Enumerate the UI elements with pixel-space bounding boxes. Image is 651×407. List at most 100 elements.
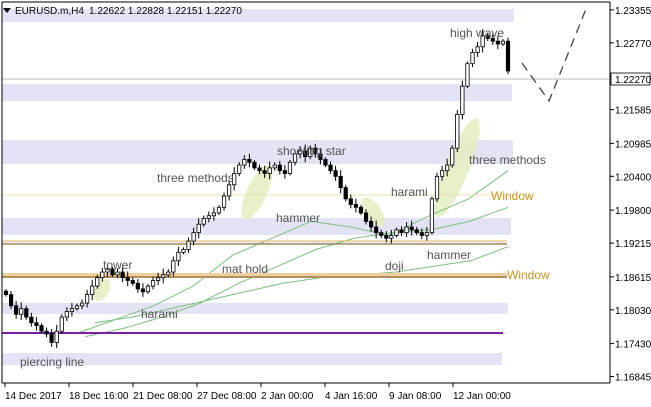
price-tick-label: 1.22770	[615, 39, 651, 50]
price-tick-label: 1.20985	[615, 139, 651, 150]
candle-body	[8, 294, 14, 307]
window-gap	[2, 273, 507, 278]
zone-band	[2, 303, 508, 314]
highlight-shape	[241, 164, 273, 220]
candle-body	[125, 277, 130, 281]
candle-body	[140, 288, 146, 293]
candle-body	[186, 240, 191, 250]
highlight-shape	[434, 118, 480, 218]
candle-body	[95, 277, 100, 287]
annotation-label: high wave	[450, 26, 504, 40]
ohlc-values: 1.22622 1.22828 1.22151 1.22270	[89, 6, 242, 17]
time-tick-label: 9 Jan 08:00	[389, 391, 442, 402]
candle-body	[368, 220, 374, 228]
candle-body	[282, 170, 287, 174]
candle-body	[100, 271, 105, 279]
current-price-box	[610, 72, 651, 86]
candle-body	[353, 204, 358, 208]
dropdown-icon[interactable]	[3, 8, 11, 13]
candle-body	[287, 161, 293, 174]
candle-body	[206, 215, 211, 219]
candle-body	[272, 164, 277, 169]
price-tick-label: 1.19800	[615, 206, 651, 217]
price-tick-label: 1.23355	[615, 6, 651, 17]
candle-body	[363, 212, 369, 222]
candle-body	[374, 226, 379, 234]
zone-band	[2, 84, 512, 101]
candle-body	[298, 150, 303, 155]
annotation-label: three methods	[469, 153, 546, 167]
candle-body	[34, 322, 39, 326]
candle-body	[19, 308, 24, 315]
candle-body	[460, 85, 465, 115]
candle-body	[465, 63, 470, 87]
candle-body	[495, 40, 500, 45]
candle-body	[74, 305, 80, 310]
candle-body	[69, 308, 75, 312]
candle-body	[485, 35, 490, 39]
candle-body	[277, 164, 282, 172]
candle-body	[161, 274, 166, 279]
candle-body	[237, 164, 242, 174]
candle-body	[221, 195, 227, 208]
zone-band	[2, 353, 502, 365]
current-price-marker: 1.22270	[610, 72, 651, 86]
pattern-annotations: piercing line tower harami mat hold thre…	[20, 26, 550, 369]
time-tick-label: 14 Dec 2017	[5, 391, 62, 402]
candle-body	[303, 150, 308, 158]
window-label: Window	[491, 189, 534, 203]
moving-average-line	[84, 206, 509, 338]
candle-body	[323, 159, 328, 166]
candle-body	[267, 167, 272, 174]
candle-body	[358, 206, 364, 214]
candle-body	[455, 113, 460, 149]
candle-body	[242, 159, 247, 166]
candle-body	[3, 290, 9, 295]
candle-body	[176, 251, 181, 262]
annotation-label: three methods	[157, 171, 234, 185]
candle-body	[262, 170, 267, 174]
chart-header: EURUSD.m,H4 1.22622 1.22828 1.22151 1.22…	[3, 6, 242, 17]
candle-body	[424, 232, 429, 236]
candle-body	[227, 184, 232, 197]
candle-body	[130, 280, 135, 284]
current-price-label: 1.22270	[615, 75, 651, 86]
zone-band	[2, 218, 511, 235]
candle-body	[419, 232, 424, 236]
candle-body	[79, 302, 85, 307]
candle-body	[338, 175, 343, 188]
annotation-label: hammer	[276, 211, 320, 225]
candle-body	[500, 40, 506, 45]
candle-body	[166, 271, 171, 276]
candle-body	[135, 282, 140, 290]
level-lines	[2, 78, 610, 334]
candle-body	[201, 218, 206, 225]
candle-body	[313, 147, 318, 155]
candle-body	[181, 249, 186, 253]
candle-body	[247, 159, 252, 163]
annotation-label: tower	[103, 258, 132, 272]
candle-body	[54, 330, 59, 343]
moving-average-line	[74, 170, 509, 335]
annotation-label: piercing line	[20, 355, 84, 369]
time-tick-label: 18 Dec 16:00	[69, 391, 129, 402]
candle-body	[348, 198, 353, 205]
highlight-shape	[361, 197, 385, 227]
symbol-label: EURUSD.m,H4	[15, 6, 84, 17]
candle-body	[333, 170, 338, 177]
candle-body	[434, 175, 440, 200]
zone-band	[2, 9, 514, 22]
candle-body	[90, 285, 95, 295]
annotation-label: hammer	[427, 248, 471, 262]
annotation-label: mat hold	[222, 262, 268, 276]
candle-body	[171, 260, 176, 273]
price-tick-label: 1.21585	[615, 106, 651, 117]
time-tick-label: 12 Jan 00:00	[453, 391, 511, 402]
candle-body	[399, 229, 404, 234]
annotation-label: harami	[391, 185, 428, 199]
candle-body	[44, 330, 49, 335]
candle-body	[49, 333, 54, 343]
candle-body	[475, 46, 480, 53]
candle-body	[308, 147, 313, 158]
